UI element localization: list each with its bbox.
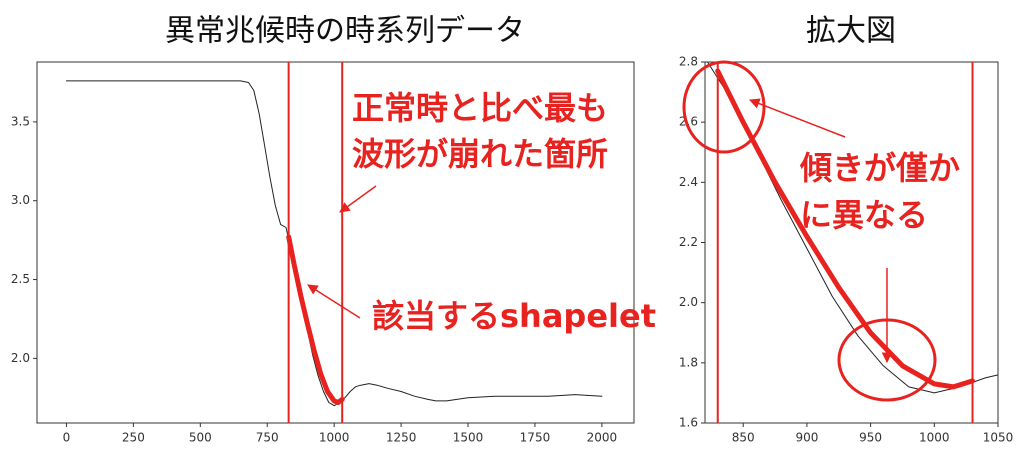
x-tick-label: 250 bbox=[122, 431, 145, 445]
x-tick-label: 1000 bbox=[919, 431, 950, 445]
arrow bbox=[307, 284, 361, 319]
y-tick-label: 2.5 bbox=[11, 272, 30, 286]
annotation: 正常時と比べ最も bbox=[352, 89, 608, 127]
annotation: 波形が崩れた箇所 bbox=[352, 135, 608, 173]
x-tick-label: 1250 bbox=[386, 431, 417, 445]
x-tick-label: 900 bbox=[795, 431, 818, 445]
x-tick-label: 1000 bbox=[319, 431, 350, 445]
shapelet-line bbox=[715, 68, 975, 390]
shapelet-line bbox=[286, 234, 345, 405]
x-tick-label: 1050 bbox=[983, 431, 1014, 445]
plot-frame bbox=[36, 61, 635, 424]
chart-title: 拡大図 bbox=[806, 14, 896, 49]
y-tick-label: 1.6 bbox=[679, 416, 698, 430]
plot-frame bbox=[704, 61, 999, 424]
x-tick-label: 0 bbox=[63, 431, 71, 445]
highlight-circle bbox=[837, 318, 937, 402]
y-tick-label: 2.0 bbox=[11, 351, 30, 365]
y-tick-label: 1.8 bbox=[679, 355, 698, 369]
y-tick-label: 3.5 bbox=[11, 114, 30, 128]
y-tick-label: 2.8 bbox=[679, 55, 698, 69]
annotation: に異なる bbox=[800, 196, 928, 234]
x-tick-label: 2000 bbox=[587, 431, 618, 445]
x-tick-label: 1750 bbox=[520, 431, 551, 445]
annotation: 該当するshapelet bbox=[372, 297, 656, 335]
y-tick-label: 2.0 bbox=[679, 295, 698, 309]
x-tick-label: 850 bbox=[732, 431, 755, 445]
x-tick-label: 1500 bbox=[453, 431, 484, 445]
y-tick-label: 2.2 bbox=[679, 235, 698, 249]
y-tick-label: 3.0 bbox=[11, 193, 30, 207]
annotation: 傾きが僅か bbox=[799, 149, 960, 187]
series-line bbox=[65, 80, 603, 407]
chart-title: 異常兆候時の時系列データ bbox=[165, 14, 525, 49]
x-tick-label: 950 bbox=[859, 431, 882, 445]
arrow bbox=[339, 185, 377, 213]
highlight-circle bbox=[682, 60, 766, 154]
x-tick-label: 500 bbox=[189, 431, 212, 445]
arrow bbox=[749, 98, 846, 138]
x-tick-label: 750 bbox=[256, 431, 279, 445]
y-tick-label: 2.4 bbox=[679, 175, 698, 189]
